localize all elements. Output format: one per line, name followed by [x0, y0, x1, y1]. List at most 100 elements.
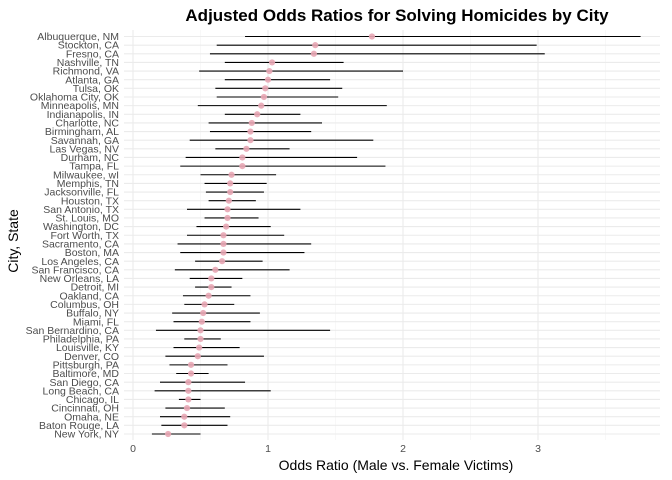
y-tick-label: Baton Rouge, LA	[39, 420, 119, 432]
y-tick-label: Tampa, FL	[69, 161, 119, 173]
y-tick-label: Boston, MA	[65, 247, 119, 259]
or-point	[227, 180, 234, 187]
y-tick-label: Indianapolis, IN	[47, 109, 119, 121]
or-point	[220, 232, 227, 239]
y-tick-label: Buffalo, NY	[66, 308, 119, 320]
or-point	[225, 197, 232, 204]
x-tick-label: 3	[535, 443, 541, 455]
y-tick-label: San Diego, CA	[50, 377, 119, 389]
y-tick-label: Cincinnati, OH	[51, 403, 119, 415]
or-point	[247, 137, 254, 144]
y-tick-label: Sacramento, CA	[42, 238, 119, 250]
y-tick-label: Denver, CO	[64, 351, 119, 363]
y-tick-label: Birmingham, AL	[45, 126, 119, 138]
x-tick-labels: 0 1 2 3	[130, 443, 541, 455]
or-point	[266, 67, 273, 75]
y-tick-label: Las Vegas, NV	[50, 143, 119, 155]
or-point	[201, 301, 208, 308]
or-point	[312, 42, 319, 49]
or-point	[262, 85, 269, 92]
or-point	[185, 379, 192, 386]
y-tick-label: Oklahoma City, OK	[30, 92, 119, 104]
or-point	[183, 404, 191, 412]
or-point	[310, 50, 317, 57]
y-tick-label: Baltimore, MD	[52, 368, 119, 380]
y-tick-label: Milwaukee, wI	[53, 169, 119, 181]
y-tick-label: Jacksonville, FL	[44, 187, 119, 199]
or-point	[260, 93, 268, 101]
or-point	[200, 309, 207, 317]
or-point	[185, 387, 192, 394]
y-tick-label: Fresno, CA	[66, 48, 119, 60]
or-point	[205, 292, 212, 299]
or-point	[196, 344, 203, 351]
or-point	[208, 275, 215, 282]
x-tick-label: 0	[130, 443, 136, 455]
y-tick-label: Memphis, TN	[57, 178, 119, 190]
or-point	[220, 240, 227, 247]
y-tick-label: Tulsa, OK	[73, 83, 119, 95]
or-point	[181, 413, 188, 420]
x-tick-label: 1	[265, 443, 271, 455]
y-tick-label: Houston, TX	[61, 195, 119, 207]
or-point	[227, 188, 234, 196]
chart-title: Adjusted Odds Ratios for Solving Homicid…	[185, 6, 609, 25]
x-axis-title: Odds Ratio (Male vs. Female Victims)	[279, 457, 514, 473]
y-tick-label: St. Louis, MO	[55, 213, 119, 225]
error-bars	[151, 35, 641, 435]
y-tick-label: Chicago, IL	[66, 394, 119, 406]
y-tick-label: Minneapolis, MN	[41, 100, 119, 112]
y-tick-label: Atlanta, GA	[65, 74, 119, 86]
or-point	[197, 327, 204, 334]
or-point	[187, 361, 195, 368]
y-tick-label: Nashville, TN	[57, 57, 119, 69]
x-tick-label: 2	[400, 443, 406, 455]
or-point	[165, 430, 172, 438]
or-point	[264, 76, 272, 83]
y-tick-label: Oakland, CA	[59, 290, 119, 302]
or-point	[185, 396, 192, 403]
or-point	[239, 154, 246, 161]
or-point	[224, 206, 231, 213]
or-point	[247, 128, 254, 135]
or-point	[268, 59, 276, 66]
y-tick-label: Detroit, MI	[71, 282, 119, 294]
or-point	[212, 266, 219, 273]
or-point	[181, 422, 188, 429]
y-tick-label: Charlotte, NC	[55, 118, 119, 130]
or-point	[187, 370, 195, 377]
or-point	[243, 145, 250, 152]
or-point	[239, 163, 246, 170]
or-point	[219, 258, 226, 265]
y-tick-label: Los Angeles, CA	[41, 256, 119, 268]
or-point	[220, 249, 227, 256]
y-tick-label: Philadelphia, PA	[43, 334, 119, 346]
y-tick-label: Long Beach, CA	[43, 385, 119, 397]
y-tick-label: San Antonio, TX	[43, 204, 119, 216]
or-point	[228, 171, 235, 178]
y-tick-label: New Orleans, LA	[40, 273, 119, 285]
y-tick-label: Columbus, OH	[50, 299, 119, 311]
points	[165, 33, 376, 438]
y-tick-label: San Francisco, CA	[31, 264, 119, 276]
y-tick-label: Albuquerque, NM	[37, 31, 119, 43]
y-axis-title: City, State	[5, 209, 21, 273]
or-point	[368, 33, 376, 40]
y-tick-label: Pittsburgh, PA	[53, 359, 119, 371]
or-point	[254, 111, 261, 118]
or-point	[198, 318, 205, 325]
y-tick-label: Miami, FL	[73, 316, 119, 328]
y-tick-label: Richmond, VA	[53, 66, 119, 78]
y-tick-label: New York, NY	[54, 429, 119, 441]
or-point	[194, 353, 201, 360]
y-tick-label: Durham, NC	[61, 152, 120, 164]
y-tick-label: San Bernardino, CA	[26, 325, 119, 337]
y-tick-label: Savannah, GA	[51, 135, 119, 147]
or-point	[258, 102, 265, 109]
y-tick-label: Louisville, KY	[56, 342, 119, 354]
y-tick-label: Omaha, NE	[64, 411, 119, 423]
y-tick-label: Stockton, CA	[58, 40, 119, 52]
or-point	[224, 214, 231, 222]
